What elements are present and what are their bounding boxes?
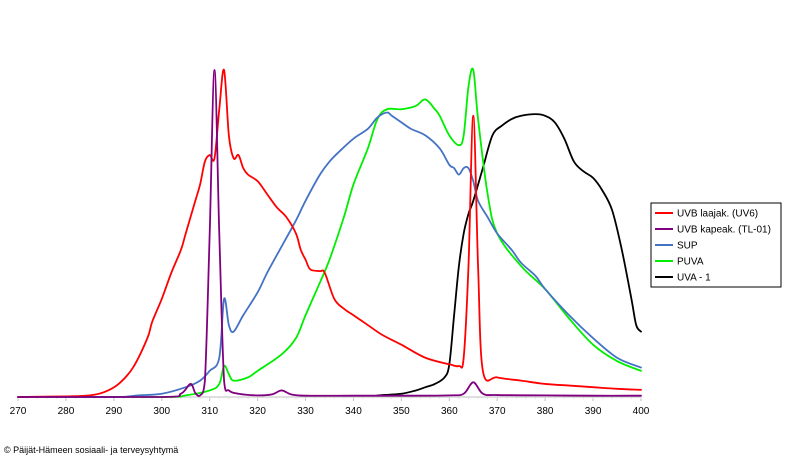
copyright-notice: © Päijät-Hämeen sosiaali- ja terveysyhty… bbox=[4, 445, 179, 455]
x-tick-label: 330 bbox=[297, 406, 314, 417]
legend-entry: PUVA bbox=[677, 257, 704, 268]
x-tick-label: 390 bbox=[585, 406, 602, 417]
x-tick-label: 300 bbox=[153, 406, 170, 417]
x-tick-label: 360 bbox=[441, 406, 458, 417]
series-lines bbox=[17, 67, 642, 398]
series-line-4 bbox=[376, 113, 642, 397]
x-tick-label: 310 bbox=[201, 406, 218, 417]
x-axis: 270 280 290 300 310 320 330 340 350 360 370 380 390 4… bbox=[10, 396, 650, 417]
x-tick-label: 400 bbox=[633, 406, 650, 417]
series-line-2 bbox=[17, 111, 642, 398]
series-line-3 bbox=[17, 67, 642, 398]
legend-entry: UVB kapeak. (TL-01) bbox=[677, 225, 771, 236]
x-tick-label: 280 bbox=[58, 406, 75, 417]
x-tick-label: 370 bbox=[489, 406, 506, 417]
x-tick-label: 320 bbox=[249, 406, 266, 417]
legend-entry: SUP bbox=[677, 241, 698, 252]
x-tick-label: 340 bbox=[345, 406, 362, 417]
series-line-1 bbox=[17, 69, 642, 398]
legend-entry: UVB laajak. (UV6) bbox=[677, 209, 758, 220]
x-tick-label: 350 bbox=[393, 406, 410, 417]
legend-entry: UVA - 1 bbox=[677, 273, 711, 284]
x-tick-label: 290 bbox=[106, 406, 123, 417]
series-line-0 bbox=[17, 68, 642, 398]
legend: UVB laajak. (UV6) UVB kapeak. (TL-01) SUP P… bbox=[650, 202, 782, 288]
x-tick-label: 380 bbox=[537, 406, 554, 417]
x-tick-label: 270 bbox=[10, 406, 27, 417]
